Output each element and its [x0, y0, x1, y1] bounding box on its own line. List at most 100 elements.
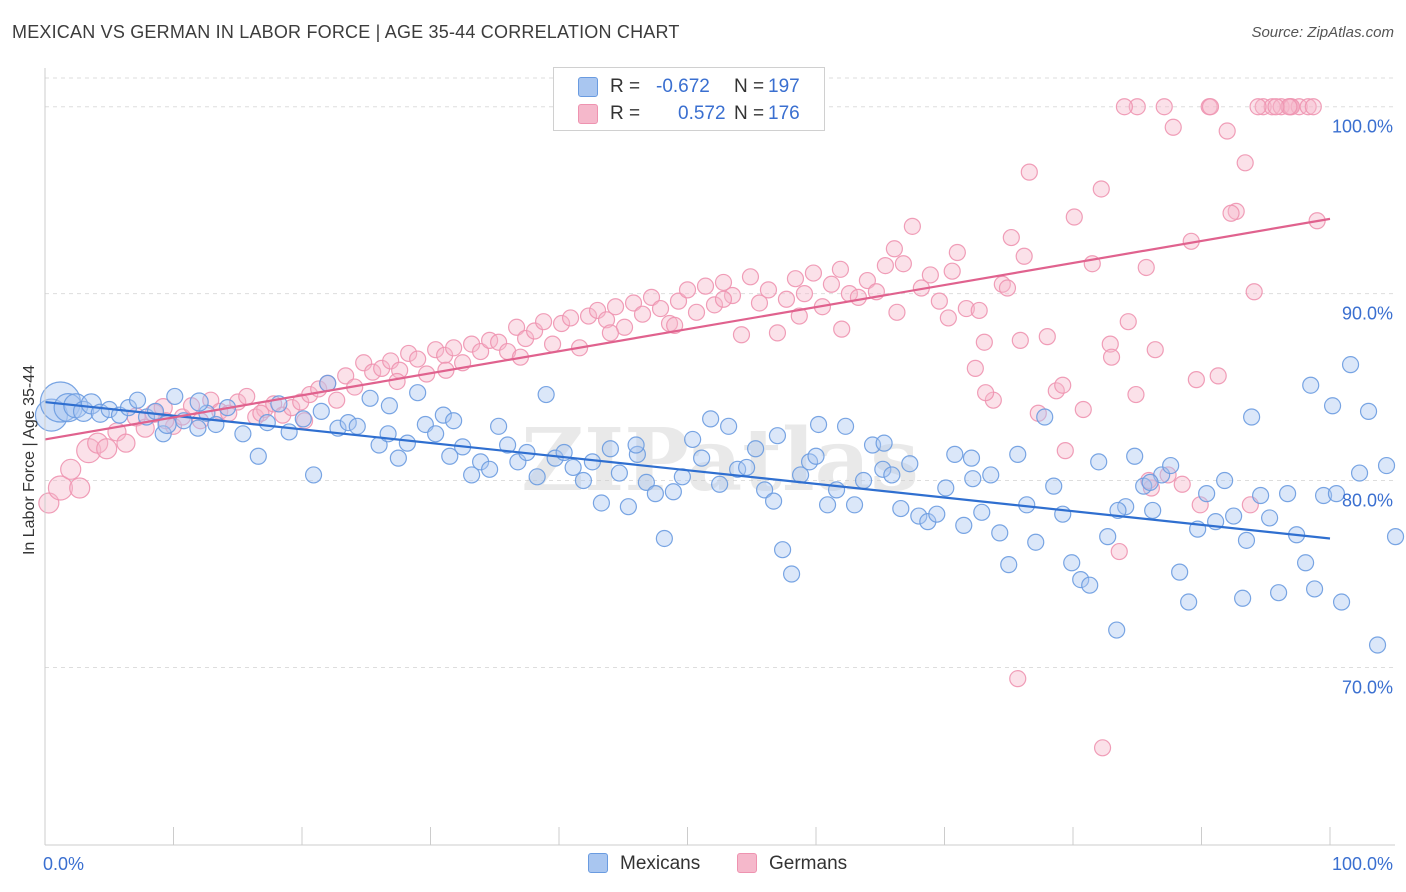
mexican-point	[782, 565, 801, 583]
mexican-point	[711, 475, 729, 493]
german-point	[888, 303, 906, 321]
german-point	[1101, 335, 1119, 353]
german-point	[768, 324, 787, 342]
series-germans-points	[38, 98, 1326, 757]
mexican-point	[1243, 408, 1261, 426]
german-point	[714, 290, 733, 308]
mexican-point	[836, 417, 855, 435]
mexican-point	[1368, 636, 1387, 654]
mexican-point	[646, 485, 664, 503]
legend-swatch-mexicans	[578, 77, 598, 97]
y-tick-label: 80.0%	[1342, 491, 1393, 511]
german-point	[1263, 98, 1281, 116]
german-point	[1209, 367, 1227, 385]
german-point	[1164, 118, 1182, 136]
mexican-point	[809, 415, 828, 434]
german-point	[678, 281, 697, 299]
mexican-point	[764, 492, 783, 510]
mexican-point	[537, 385, 555, 404]
mexican-point	[1090, 453, 1108, 471]
mexican-point	[441, 447, 459, 465]
mexican-point	[610, 464, 628, 482]
german-point	[705, 296, 724, 314]
mexican-point	[1108, 621, 1126, 639]
mexican-point	[348, 417, 366, 435]
german-point	[795, 285, 814, 303]
mexican-point	[1141, 473, 1159, 492]
german-point	[975, 333, 993, 351]
mexican-point	[1327, 485, 1346, 503]
mexican-point	[249, 447, 267, 465]
mexican-point	[768, 427, 787, 445]
mexican-point	[1234, 589, 1252, 607]
mexican-point	[258, 413, 276, 432]
mexican-point	[389, 449, 407, 467]
bottom-legend-swatch-mexicans	[588, 853, 608, 873]
german-point	[1173, 475, 1191, 493]
mexican-point	[937, 479, 955, 497]
mexican-point	[601, 440, 620, 458]
mexican-point	[693, 449, 711, 467]
mexican-point	[755, 481, 774, 499]
german-point	[601, 324, 620, 342]
mexican-point	[1072, 570, 1090, 589]
german-point	[1304, 98, 1322, 116]
german-point	[400, 344, 418, 363]
mexican-point	[1296, 554, 1315, 572]
legend-r-value: 0.572	[678, 103, 726, 124]
german-point	[759, 281, 778, 299]
german-point	[1115, 98, 1134, 116]
german-point	[633, 305, 652, 323]
mexican-point	[463, 466, 481, 484]
mexican-point	[1144, 501, 1162, 520]
german-point	[833, 320, 851, 338]
mexican-point	[1332, 593, 1351, 611]
german-point	[1038, 328, 1056, 346]
german-point	[427, 341, 445, 359]
german-point	[1155, 98, 1173, 116]
german-point	[1218, 122, 1236, 140]
german-point	[849, 288, 868, 306]
mexican-point	[946, 445, 964, 463]
german-point	[328, 391, 346, 409]
mexican-point	[361, 389, 379, 407]
source-label: Source: ZipAtlas.com	[1251, 24, 1394, 41]
german-point	[948, 243, 966, 262]
mexican-point	[1063, 554, 1081, 572]
german-point	[552, 314, 571, 333]
mexican-point	[1171, 563, 1189, 581]
mexican-point	[1350, 464, 1369, 482]
mexican-point	[928, 505, 946, 523]
mexican-point	[234, 425, 252, 443]
mexican-point	[1009, 445, 1027, 463]
german-point	[1020, 163, 1038, 181]
german-point	[606, 298, 625, 316]
mexican-point	[339, 413, 357, 432]
german-point	[723, 286, 742, 305]
german-point	[507, 318, 526, 336]
mexican-point	[1305, 580, 1324, 598]
mexican-point	[427, 425, 445, 443]
bottom-legend-swatch-germans	[737, 853, 757, 873]
mexican-point	[962, 449, 981, 467]
mexican-point	[627, 436, 645, 454]
legend-n-value: 197	[768, 76, 800, 97]
y-axis-title: In Labor Force | Age 35-44	[21, 364, 38, 556]
mexican-point	[1099, 528, 1117, 546]
bottom-legend-label-mexicans: Mexicans	[620, 853, 701, 874]
mexican-point	[874, 460, 892, 478]
mexican-point	[398, 434, 416, 452]
german-point	[1236, 154, 1254, 172]
watermark: ZIPatlas	[521, 410, 919, 511]
mexican-point	[973, 503, 991, 521]
german-point	[1093, 739, 1112, 757]
german-point	[977, 384, 995, 402]
mexican-point	[481, 460, 499, 478]
mexican-point	[655, 529, 673, 548]
german-point	[1110, 542, 1128, 561]
mexican-point	[845, 496, 864, 514]
mexican-point	[1180, 593, 1198, 611]
mexican-point	[854, 471, 873, 490]
german-point	[858, 271, 877, 290]
